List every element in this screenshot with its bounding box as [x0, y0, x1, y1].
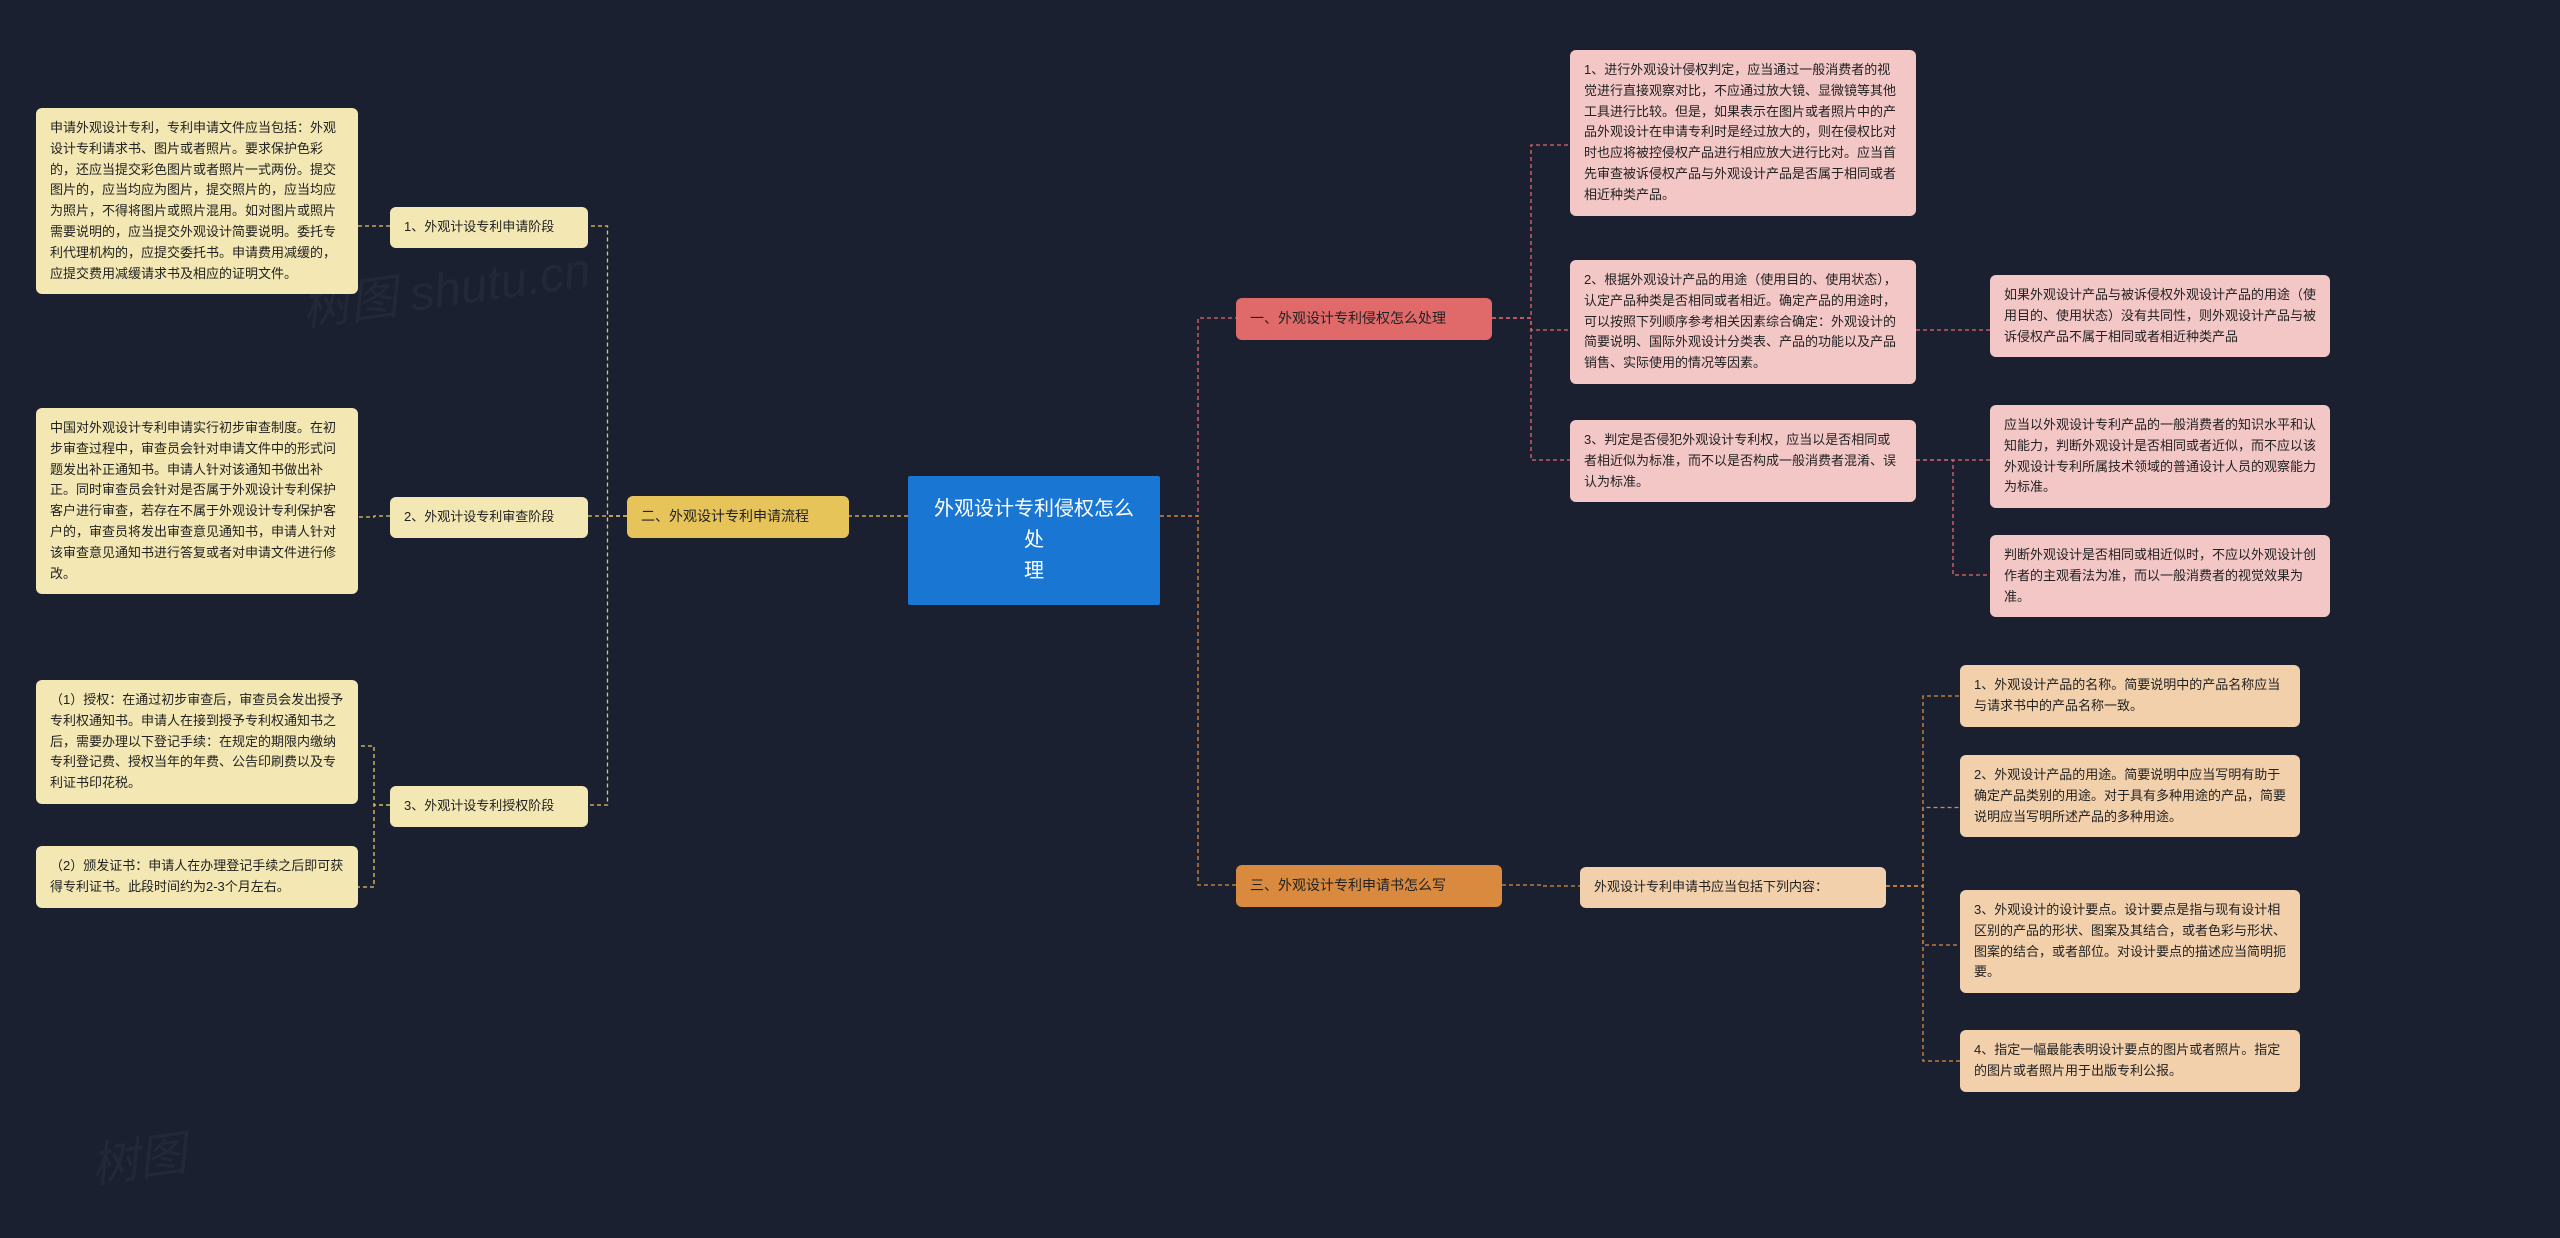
mindmap-node: 外观设计专利申请书应当包括下列内容： [1580, 867, 1886, 908]
mindmap-node: 判断外观设计是否相同或相近似时，不应以外观设计创作者的主观看法为准，而以一般消费… [1990, 535, 2330, 617]
mindmap-node: 应当以外观设计专利产品的一般消费者的知识水平和认知能力，判断外观设计是否相同或者… [1990, 405, 2330, 508]
mindmap-node: 2、外观设计产品的用途。简要说明中应当写明有助于确定产品类别的用途。对于具有多种… [1960, 755, 2300, 837]
mindmap-node: 如果外观设计产品与被诉侵权外观设计产品的用途（使用目的、使用状态）没有共同性，则… [1990, 275, 2330, 357]
mindmap-node: 1、外观计设专利申请阶段 [390, 207, 588, 248]
mindmap-node: 1、进行外观设计侵权判定，应当通过一般消费者的视觉进行直接观察对比，不应通过放大… [1570, 50, 1916, 216]
mindmap-node: 4、指定一幅最能表明设计要点的图片或者照片。指定的图片或者照片用于出版专利公报。 [1960, 1030, 2300, 1092]
mindmap-node: （2）颁发证书：申请人在办理登记手续之后即可获得专利证书。此段时间约为2-3个月… [36, 846, 358, 908]
watermark: 树图 [86, 1114, 191, 1197]
mindmap-node: 中国对外观设计专利申请实行初步审查制度。在初步审查过程中，审查员会针对申请文件中… [36, 408, 358, 594]
mindmap-node: 3、外观设计的设计要点。设计要点是指与现有设计相区别的产品的形状、图案及其结合，… [1960, 890, 2300, 993]
root-node: 外观设计专利侵权怎么处理 [908, 476, 1160, 605]
mindmap-node: 一、外观设计专利侵权怎么处理 [1236, 298, 1492, 340]
mindmap-node: 二、外观设计专利申请流程 [627, 496, 849, 538]
mindmap-node: 2、外观计设专利审查阶段 [390, 497, 588, 538]
mindmap-node: （1）授权：在通过初步审查后，审查员会发出授予专利权通知书。申请人在接到授予专利… [36, 680, 358, 804]
mindmap-node: 3、判定是否侵犯外观设计专利权，应当以是否相同或者相近似为标准，而不以是否构成一… [1570, 420, 1916, 502]
mindmap-node: 三、外观设计专利申请书怎么写 [1236, 865, 1502, 907]
mindmap-node: 1、外观设计产品的名称。简要说明中的产品名称应当与请求书中的产品名称一致。 [1960, 665, 2300, 727]
mindmap-node: 申请外观设计专利，专利申请文件应当包括：外观设计专利请求书、图片或者照片。要求保… [36, 108, 358, 294]
mindmap-node: 2、根据外观设计产品的用途（使用目的、使用状态），认定产品种类是否相同或者相近。… [1570, 260, 1916, 384]
mindmap-node: 3、外观计设专利授权阶段 [390, 786, 588, 827]
